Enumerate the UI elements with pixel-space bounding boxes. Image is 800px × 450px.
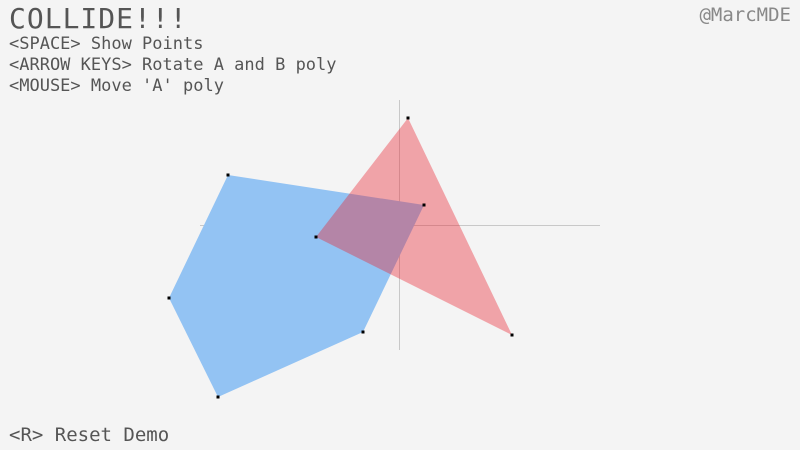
vertex-point xyxy=(314,235,318,239)
vertex-points xyxy=(167,116,514,399)
polygon-a[interactable] xyxy=(169,175,424,397)
vertex-point xyxy=(167,296,171,300)
polygon-b xyxy=(316,118,512,335)
vertex-point xyxy=(226,173,230,177)
author-credit: @MarcMDE xyxy=(699,4,791,26)
instruction-arrows: <ARROW KEYS> Rotate A and B poly xyxy=(9,55,337,75)
instruction-mouse: <MOUSE> Move 'A' poly xyxy=(9,76,224,96)
vertex-point xyxy=(361,330,365,334)
vertex-point xyxy=(406,116,410,120)
vertex-point xyxy=(216,395,220,399)
vertex-point xyxy=(422,203,426,207)
instruction-reset: <R> Reset Demo xyxy=(9,424,170,446)
vertex-point xyxy=(510,333,514,337)
game-title: COLLIDE!!! xyxy=(9,2,188,35)
instruction-space: <SPACE> Show Points xyxy=(9,34,204,54)
